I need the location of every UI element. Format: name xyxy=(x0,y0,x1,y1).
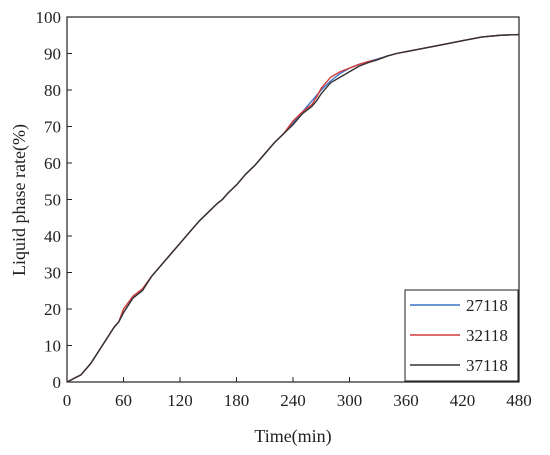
y-tick-label: 10 xyxy=(44,337,61,356)
y-tick-label: 0 xyxy=(53,373,62,392)
x-axis-title: Time(min) xyxy=(254,426,331,447)
y-tick-label: 50 xyxy=(44,191,61,210)
legend-label-32118: 32118 xyxy=(466,326,508,345)
y-tick-label: 100 xyxy=(36,8,62,27)
x-tick-label: 60 xyxy=(115,391,132,410)
x-tick-label: 300 xyxy=(337,391,363,410)
series-lines xyxy=(66,33,520,383)
y-tick-label: 20 xyxy=(44,300,61,319)
x-axis-ticks: 0 60 120 180 240 300 360 420 480 xyxy=(63,377,532,410)
x-tick-label: 240 xyxy=(280,391,306,410)
x-tick-label: 120 xyxy=(167,391,193,410)
y-tick-label: 80 xyxy=(44,81,61,100)
y-tick-label: 40 xyxy=(44,227,61,246)
legend-label-37118: 37118 xyxy=(466,356,508,375)
y-axis-ticks: 0 10 20 30 40 50 60 70 80 90 100 xyxy=(36,8,72,392)
y-tick-label: 70 xyxy=(44,118,61,137)
legend-label-27118: 27118 xyxy=(466,296,508,315)
y-tick-label: 30 xyxy=(44,264,61,283)
x-tick-label: 0 xyxy=(63,391,72,410)
x-tick-label: 180 xyxy=(224,391,250,410)
legend: 27118 32118 37118 xyxy=(404,289,519,382)
series-line-37118 xyxy=(66,33,520,383)
y-tick-label: 60 xyxy=(44,154,61,173)
x-tick-label: 360 xyxy=(393,391,419,410)
x-tick-label: 420 xyxy=(450,391,476,410)
y-tick-label: 90 xyxy=(44,45,61,64)
y-axis-title: Liquid phase rate(%) xyxy=(9,124,30,276)
x-tick-label: 480 xyxy=(506,391,532,410)
